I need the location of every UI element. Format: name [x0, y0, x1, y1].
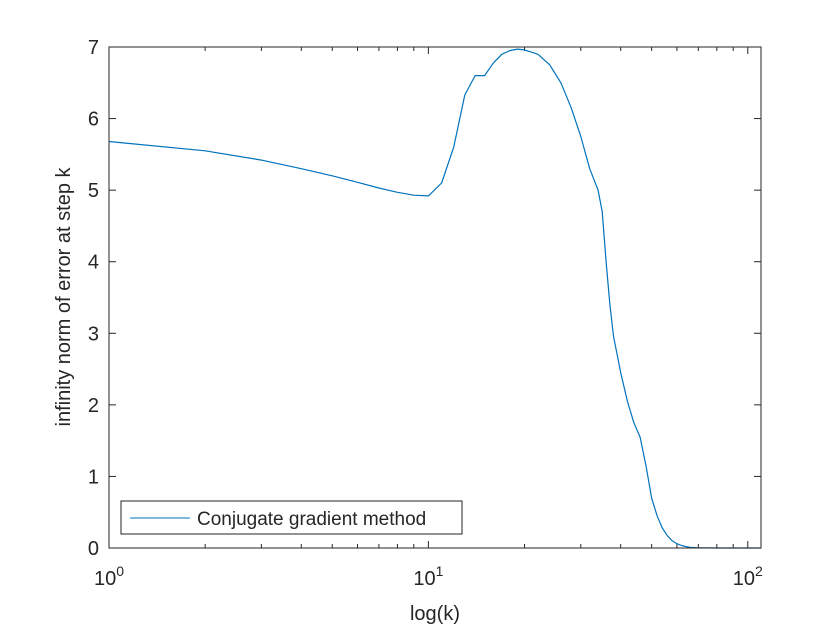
plot-area [109, 47, 761, 548]
y-tick-label: 3 [88, 323, 99, 345]
x-tick-label: 101 [413, 563, 443, 590]
x-tick-label: 100 [94, 563, 124, 590]
y-tick-label: 2 [88, 395, 99, 417]
y-tick-label: 5 [88, 180, 99, 202]
x-axis-ticks: 100 101 102 [94, 47, 763, 590]
x-tick-label: 102 [733, 563, 763, 590]
x-axis-label: log(k) [410, 603, 460, 625]
legend: Conjugate gradient method [120, 500, 463, 535]
y-axis-ticks: 0 1 2 3 4 5 6 7 [88, 37, 761, 560]
axes-box [108, 46, 762, 549]
y-tick-label: 1 [88, 466, 99, 488]
y-tick-label: 6 [88, 109, 99, 131]
y-axis-label: infinity norm of error at step k [53, 167, 75, 427]
legend-label: Conjugate gradient method [197, 509, 426, 530]
y-tick-label: 7 [88, 37, 99, 59]
y-tick-label: 4 [88, 252, 99, 274]
y-tick-label: 0 [88, 538, 99, 560]
series-layer [108, 48, 761, 549]
series-line [108, 48, 761, 549]
